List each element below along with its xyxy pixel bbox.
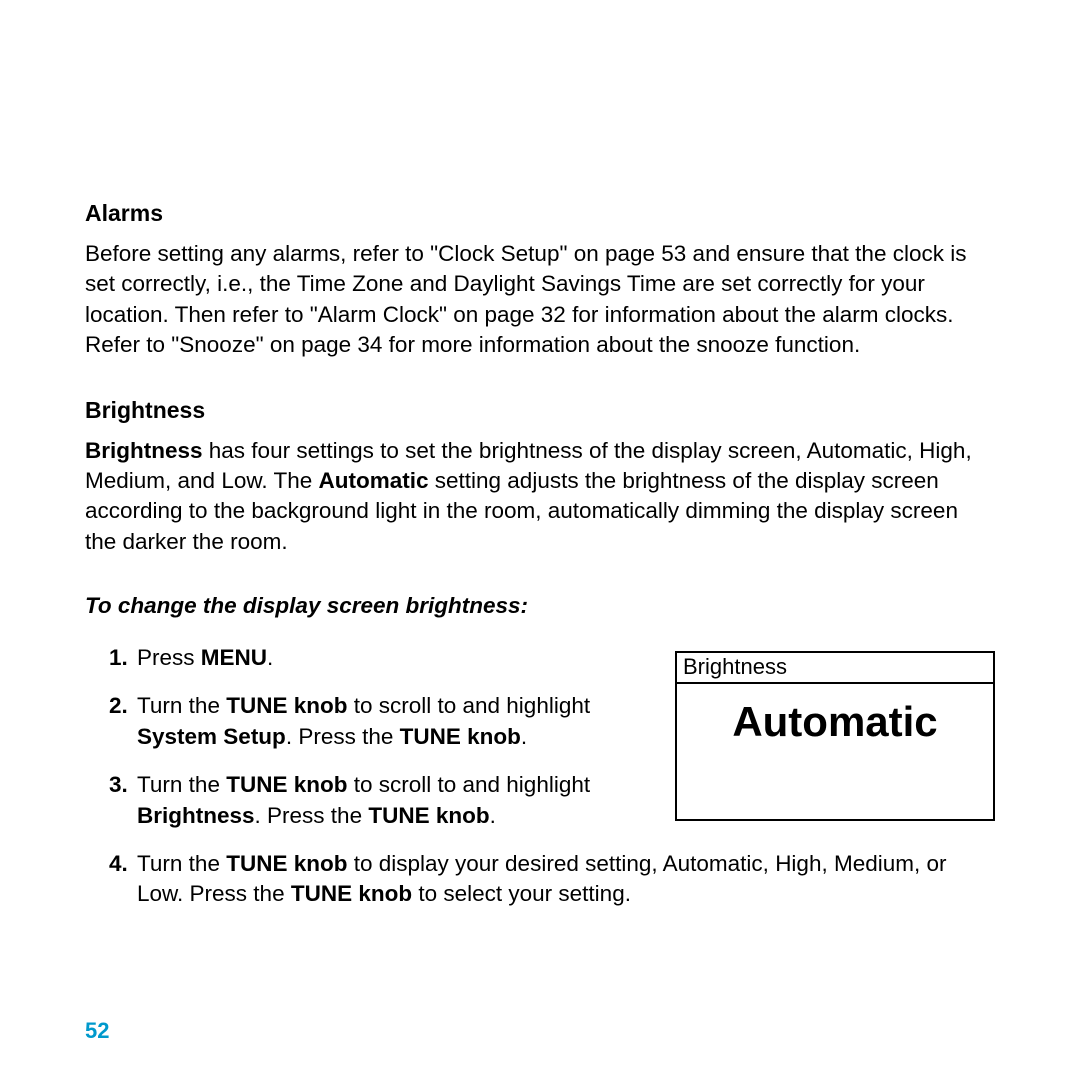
step-bold: TUNE knob <box>291 881 412 906</box>
step-text: . Press the <box>255 803 369 828</box>
steps-list-continued: 4. Turn the TUNE knob to display your de… <box>85 849 995 910</box>
step-text: Press <box>137 645 201 670</box>
step-number: 2. <box>109 691 128 721</box>
step-2: 2. Turn the TUNE knob to scroll to and h… <box>85 691 655 752</box>
step-text: . <box>521 724 527 749</box>
step-number: 3. <box>109 770 128 800</box>
step-text: to select your setting. <box>412 881 631 906</box>
alarms-heading: Alarms <box>85 200 995 227</box>
step-bold: TUNE knob <box>226 693 347 718</box>
brightness-heading: Brightness <box>85 397 995 424</box>
steps-column: 1. Press MENU. 2. Turn the TUNE knob to … <box>85 643 655 849</box>
steps-list: 1. Press MENU. 2. Turn the TUNE knob to … <box>85 643 655 831</box>
step-text: Turn the <box>137 851 226 876</box>
step-bold: Brightness <box>137 803 255 828</box>
step-text: to scroll to and highlight <box>347 772 590 797</box>
step-text: Turn the <box>137 693 226 718</box>
step-number: 1. <box>109 643 128 673</box>
manual-page: Alarms Before setting any alarms, refer … <box>85 200 995 928</box>
step-4: 4. Turn the TUNE knob to display your de… <box>85 849 995 910</box>
page-number: 52 <box>85 1018 109 1044</box>
step-bold: TUNE knob <box>226 851 347 876</box>
step-bold: MENU <box>201 645 267 670</box>
display-column: Brightness Automatic <box>675 643 995 849</box>
alarms-body: Before setting any alarms, refer to "Clo… <box>85 239 995 361</box>
step-bold: System Setup <box>137 724 286 749</box>
step-text: . <box>490 803 496 828</box>
instruction-heading: To change the display screen brightness: <box>85 593 995 619</box>
step-bold: TUNE knob <box>226 772 347 797</box>
brightness-body: Brightness has four settings to set the … <box>85 436 995 558</box>
step-bold: TUNE knob <box>368 803 489 828</box>
display-header: Brightness <box>677 653 993 684</box>
step-text: to scroll to and highlight <box>347 693 590 718</box>
display-box: Brightness Automatic <box>675 651 995 821</box>
step-1: 1. Press MENU. <box>85 643 655 673</box>
step-bold: TUNE knob <box>400 724 521 749</box>
brightness-bold-2: Automatic <box>318 468 428 493</box>
step-number: 4. <box>109 849 128 879</box>
step-text: . <box>267 645 273 670</box>
step-3: 3. Turn the TUNE knob to scroll to and h… <box>85 770 655 831</box>
step-text: . Press the <box>286 724 400 749</box>
display-value: Automatic <box>677 684 993 746</box>
step-text: Turn the <box>137 772 226 797</box>
steps-and-display-row: 1. Press MENU. 2. Turn the TUNE knob to … <box>85 643 995 849</box>
brightness-bold-1: Brightness <box>85 438 203 463</box>
